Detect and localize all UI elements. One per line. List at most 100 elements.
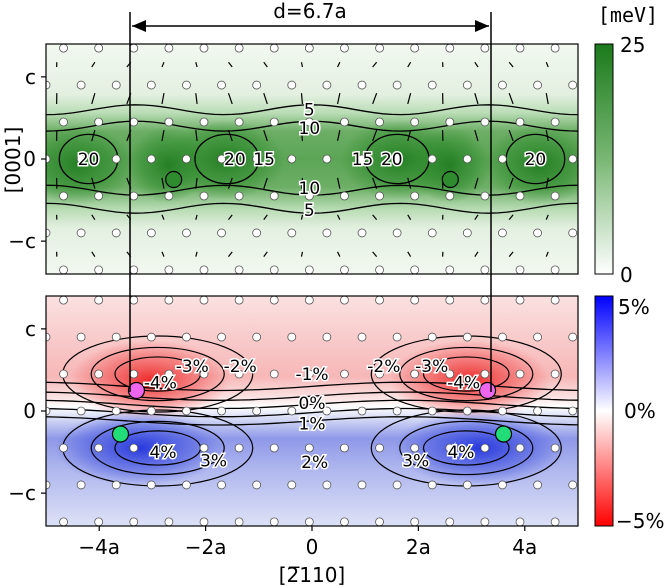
bottom-y-tick-label-1: 0 [23,399,36,423]
energy-contour-label-5: 15 [352,150,374,170]
top-atom-74 [480,117,490,127]
top-atom-3 [164,265,174,274]
bottom-atom-50 [182,406,191,416]
displacement-arrow-104 [546,25,548,30]
displacement-arrow-54 [372,129,378,142]
strain-contour-label-11: 2% [301,453,328,473]
strain-contour-label-6: -3% [415,357,448,377]
bottom-atom-85 [322,332,332,342]
bottom-atom-64 [129,369,139,379]
top-atom-49 [146,154,156,164]
bottom-atom-100 [304,296,314,305]
strain-contour-red-0-1 [90,346,225,402]
displacement-arrow-14 [545,251,549,257]
bottom-atom-93 [59,296,68,305]
top-y-tick-label-2: −c [8,229,36,253]
displacement-arrow-55 [407,129,412,142]
top-atom-86 [357,80,367,90]
top-atom-18 [146,228,156,238]
displacement-arrow-34 [195,177,198,189]
strain-marker-0 [127,381,146,400]
bottom-atom-75 [515,369,525,379]
strain-contour-label-13: 4% [447,443,474,463]
top-atom-44 [515,191,525,201]
displacement-arrow-48 [161,130,165,142]
top-atom-25 [392,228,402,238]
top-atom-17 [111,228,121,238]
x-tick-label-4: 4a [512,535,537,559]
top-atom-30 [568,228,578,238]
x-axis-title: [2̅110] [279,563,346,586]
displacement-arrow-6 [263,251,268,257]
displacement-arrow-72 [474,92,479,105]
displacement-arrow-29 [545,214,549,220]
displacement-arrow-27 [474,214,479,220]
bottom-atom-44 [515,443,525,453]
top-atom-0 [59,265,68,274]
displacement-arrow-80 [228,61,233,68]
strain-contour-label-12: 3% [402,451,429,471]
bottom-atom-7 [304,517,314,526]
bottom-atom-59 [498,406,507,416]
bottom-atom-38 [304,443,314,453]
displacement-arrow-24 [372,214,378,221]
top-atom-106 [515,44,525,53]
top-atom-89 [462,80,472,90]
displacement-arrow-68 [336,93,341,105]
displacement-arrow-51 [263,129,268,142]
strain-contour-label-8: 1% [299,414,326,434]
top-atom-47 [76,154,86,164]
displacement-arrow-53 [336,130,341,142]
top-atom-62 [59,117,68,127]
bottom-atom-52 [252,406,262,416]
bottom-atom-89 [462,332,472,342]
strain-marker-2 [111,425,130,443]
top-atom-14 [550,265,560,274]
bottom-atom-34 [164,443,174,453]
strain-contour-label-4: 0% [299,394,326,414]
displacement-arrow-33 [161,177,165,189]
displacement-arrow-78 [161,61,165,68]
strain-contour-label-2: -4% [144,373,177,393]
displacement-arrow-35 [227,177,233,189]
top-atom-81 [182,80,191,90]
strain-contour-label-9: 4% [150,443,177,463]
bottom-atom-72 [410,369,420,379]
top-atom-88 [427,80,437,90]
top-atom-48 [111,154,121,164]
top-atom-39 [340,191,349,201]
bottom-atom-68 [269,369,279,379]
displacement-arrow-49 [195,130,198,142]
top-atom-93 [59,44,68,53]
displacement-arrow-81 [263,61,268,68]
top-atom-77 [46,80,51,90]
top-atom-22 [287,228,297,238]
top-atom-23 [322,228,332,238]
top-atom-79 [111,80,121,90]
top-atom-84 [287,80,297,90]
bottom-atom-28 [498,480,507,490]
bottom-atom-1 [94,517,104,526]
colorbar-energy-max-label: 25 [620,33,645,57]
top-atom-6 [269,265,279,274]
energy-contour-label-0: 5 [304,101,315,121]
top-atom-69 [304,117,314,127]
displacement-arrow-40 [407,177,412,189]
strain-contour-red-1-1 [399,346,534,402]
top-atom-1 [94,265,104,274]
displacement-arrow-91 [92,25,95,30]
top-atom-92 [568,80,578,90]
top-atom-16 [76,228,86,238]
displacement-arrow-25 [407,214,412,220]
x-tick-label-2: 0 [306,535,319,559]
displacement-arrow-70 [407,93,412,105]
top-atom-38 [304,191,314,201]
displacement-arrow-83 [336,61,341,68]
bottom-atom-107 [550,296,560,305]
displacement-arrow-64 [195,93,198,105]
strain-contour-band-4 [46,416,578,426]
displacement-arrows [56,25,549,258]
strain-contour-label-1: -2% [224,357,257,377]
energy-contour-label-3: 20 [224,150,246,170]
top-atom-99 [269,44,279,53]
